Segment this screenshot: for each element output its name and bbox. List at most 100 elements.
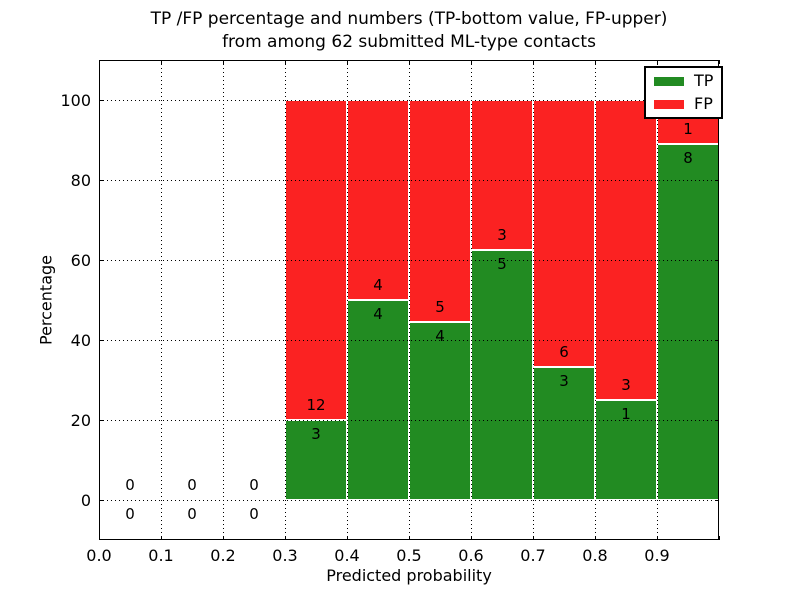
y-tick-label: 60	[70, 251, 91, 270]
bar-tp-segment	[409, 322, 471, 500]
x-tick	[595, 60, 596, 64]
fp-count-label: 3	[497, 226, 507, 244]
chart-title-line2: from among 62 submitted ML-type contacts	[222, 32, 596, 52]
tp-count-label: 3	[559, 371, 569, 390]
fp-count-label: 6	[559, 342, 569, 361]
y-axis-label: Percentage	[36, 254, 56, 346]
y-tick	[99, 420, 103, 421]
x-tick	[223, 60, 224, 64]
y-tick	[99, 180, 103, 181]
bar-fp-segment	[409, 100, 471, 323]
x-tick	[347, 60, 348, 64]
v-gridline	[595, 60, 596, 540]
y-tick-label: 40	[70, 331, 91, 350]
y-tick	[99, 100, 103, 101]
x-tick	[657, 536, 658, 540]
y-tick-label: 80	[70, 171, 91, 190]
x-tick	[719, 536, 720, 540]
bar-tp-segment	[595, 400, 657, 500]
x-tick	[471, 536, 472, 540]
y-tick	[99, 340, 103, 341]
x-tick	[161, 536, 162, 540]
y-tick	[715, 420, 719, 421]
v-gridline	[285, 60, 286, 540]
x-tick	[285, 60, 286, 64]
legend-label-tp: TP	[694, 71, 714, 90]
fp-count-label: 0	[249, 476, 259, 494]
fp-count-label: 5	[435, 298, 445, 317]
tp-count-label: 3	[311, 425, 321, 443]
legend-swatch-fp	[654, 99, 684, 109]
x-axis-label: Predicted probability	[326, 566, 492, 585]
x-tick	[409, 536, 410, 540]
x-tick-label: 0.3	[272, 546, 298, 565]
x-tick-label: 0.5	[396, 546, 422, 565]
y-tick	[715, 500, 719, 501]
y-tick-label: 0	[80, 491, 91, 510]
x-tick	[409, 60, 410, 64]
fp-count-label: 4	[373, 276, 383, 294]
x-tick-label: 0.8	[582, 546, 608, 565]
x-tick	[657, 60, 658, 64]
tp-count-label: 1	[621, 405, 631, 423]
y-tick	[99, 260, 103, 261]
bar-fp-segment	[347, 100, 409, 300]
legend-entry-fp: FP	[654, 96, 713, 112]
tp-count-label: 5	[497, 255, 507, 273]
fp-count-label: 12	[306, 396, 326, 414]
x-tick	[719, 60, 720, 64]
tp-count-label: 8	[683, 149, 693, 168]
bar-tp-segment	[347, 300, 409, 500]
tp-count-label: 0	[125, 505, 135, 523]
bar-tp-segment	[657, 144, 719, 500]
v-gridline	[161, 60, 162, 540]
y-tick	[715, 180, 719, 181]
x-tick	[223, 536, 224, 540]
chart-title: TP /FP percentage and numbers (TP-bottom…	[99, 8, 719, 54]
v-gridline	[223, 60, 224, 540]
v-gridline	[533, 60, 534, 540]
x-tick	[99, 60, 100, 64]
legend: TP FP	[644, 66, 724, 119]
tp-count-label: 0	[187, 505, 197, 523]
tp-count-label: 0	[249, 505, 259, 523]
y-tick-label: 100	[60, 91, 91, 110]
x-tick-label: 0.4	[334, 546, 360, 565]
bar-fp-segment	[595, 100, 657, 400]
x-tick	[99, 536, 100, 540]
v-gridline	[347, 60, 348, 540]
y-tick-label: 20	[70, 411, 91, 430]
legend-swatch-tp	[654, 76, 684, 86]
x-tick-label: 0.0	[86, 546, 112, 565]
v-gridline	[471, 60, 472, 540]
v-gridline	[409, 60, 410, 540]
x-tick	[347, 536, 348, 540]
x-tick-label: 0.7	[520, 546, 546, 565]
bar-fp-segment	[533, 100, 595, 367]
fp-count-label: 0	[125, 476, 135, 494]
bar-tp-segment	[471, 250, 533, 500]
fp-count-label: 1	[683, 120, 693, 139]
v-gridline	[657, 60, 658, 540]
x-tick	[533, 60, 534, 64]
x-tick	[285, 536, 286, 540]
y-tick	[715, 260, 719, 261]
x-tick-label: 0.2	[210, 546, 236, 565]
fp-count-label: 0	[187, 476, 197, 494]
x-tick-label: 0.6	[458, 546, 484, 565]
x-tick	[533, 536, 534, 540]
x-tick	[161, 60, 162, 64]
legend-entry-tp: TP	[654, 73, 713, 89]
y-tick	[99, 500, 103, 501]
chart-title-line1: TP /FP percentage and numbers (TP-bottom…	[150, 9, 668, 29]
x-tick-label: 0.1	[148, 546, 174, 565]
fp-count-label: 3	[621, 376, 631, 394]
tp-count-label: 4	[435, 327, 445, 346]
legend-label-fp: FP	[694, 94, 713, 113]
tp-count-label: 4	[373, 305, 383, 323]
y-tick	[715, 340, 719, 341]
plot-area: 0 0 0 0 0 0 12 3 4 4 5 4 3 5 6 3 3 1 1 8	[99, 60, 720, 540]
x-tick-label: 0.9	[644, 546, 670, 565]
x-tick	[471, 60, 472, 64]
